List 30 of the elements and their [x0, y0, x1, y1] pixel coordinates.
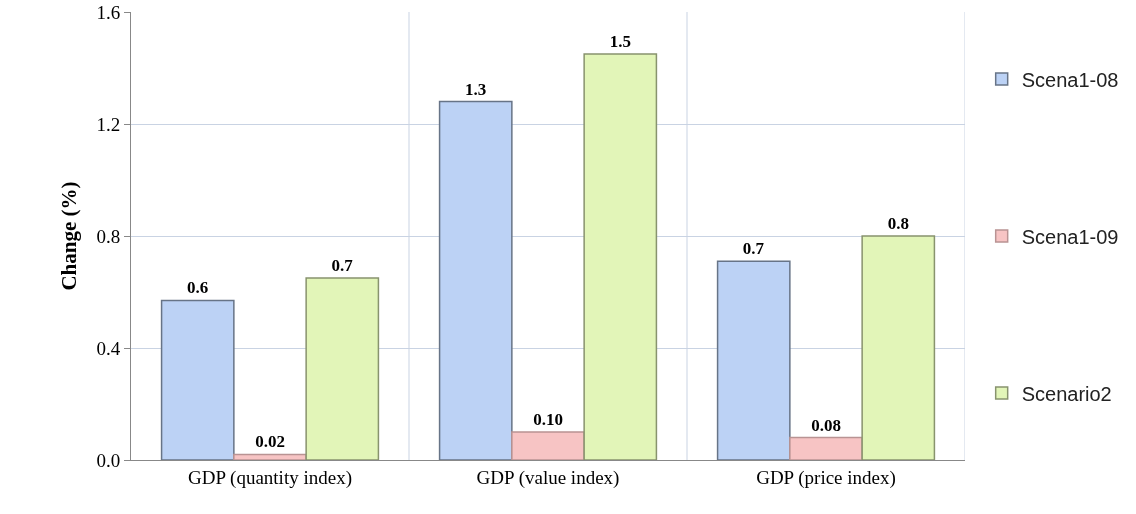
bar: [233, 453, 307, 460]
y-tick-label: 1.2: [96, 113, 121, 135]
data-label: 0.08: [811, 415, 841, 435]
legend-label: Scena1-08: [1021, 68, 1119, 91]
data-label: 1.3: [465, 79, 487, 99]
y-tick-label: 0.0: [96, 449, 121, 471]
data-label: 0.7: [331, 256, 354, 275]
data-label: 0.7: [742, 239, 765, 259]
x-tick-label: GDP (value index): [476, 466, 620, 489]
bar: [511, 431, 585, 460]
bar: [583, 53, 658, 460]
y-axis-title: Change (%): [56, 181, 81, 291]
data-label: 0.10: [533, 410, 563, 429]
x-tick-label: GDP (quantity index): [188, 466, 352, 489]
bar: [438, 100, 513, 460]
bar: [160, 299, 235, 460]
y-tick-label: 1.6: [96, 1, 121, 23]
legend-label: Scenario2: [1021, 382, 1112, 405]
data-label: 0.02: [255, 432, 285, 452]
y-tick-label: 0.4: [96, 337, 121, 359]
bar: [716, 260, 791, 460]
bar: [789, 436, 863, 460]
y-tick-label: 0.8: [96, 225, 121, 247]
bar: [305, 277, 380, 460]
bar: [861, 235, 936, 460]
legend-label: Scena1-09: [1021, 225, 1119, 248]
data-label: 1.5: [609, 32, 631, 51]
data-label: 0.6: [187, 278, 209, 298]
x-tick-label: GDP (price index): [756, 466, 896, 489]
data-label: 0.8: [887, 214, 909, 233]
